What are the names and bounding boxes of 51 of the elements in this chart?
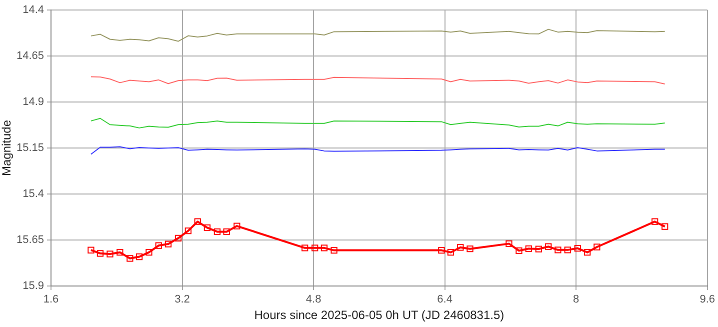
point <box>506 240 512 248</box>
point <box>652 218 658 225</box>
point <box>525 245 532 252</box>
point <box>545 243 552 250</box>
x-tick-label: 6.4 <box>437 294 452 306</box>
point <box>174 234 182 242</box>
y-tick-label: 14.4 <box>22 4 44 16</box>
point <box>320 244 328 252</box>
point <box>194 218 201 225</box>
point <box>184 227 192 234</box>
point <box>330 246 338 254</box>
y-tick-label: 15.4 <box>22 188 44 200</box>
point <box>126 255 134 262</box>
point <box>564 246 571 254</box>
point <box>88 246 94 254</box>
x-tick-label: 9.6 <box>700 294 716 306</box>
point <box>554 246 562 254</box>
y-tick-label: 15.15 <box>16 142 44 154</box>
point <box>312 244 318 252</box>
y-tick-label: 14.65 <box>16 50 44 62</box>
x-tick-label: 8 <box>573 294 580 306</box>
point <box>535 246 542 252</box>
x-tick-label: 4.8 <box>306 294 322 306</box>
y-tick-label: 14.9 <box>22 96 44 108</box>
x-axis-title: Hours since 2025-06-05 0h UT (JD 2460831.5) <box>254 308 504 322</box>
point <box>584 249 591 256</box>
point <box>136 253 143 260</box>
point <box>662 223 668 230</box>
point <box>457 244 464 251</box>
point <box>146 249 152 256</box>
y-axis-title: Magnitude <box>0 120 14 176</box>
point <box>438 246 445 254</box>
point <box>447 249 454 256</box>
point <box>466 246 474 252</box>
point <box>214 228 221 236</box>
point <box>164 240 172 248</box>
point <box>234 222 240 230</box>
point <box>594 244 600 250</box>
point <box>204 224 211 231</box>
point <box>302 244 308 252</box>
y-tick-label: 15.65 <box>16 234 44 246</box>
point <box>116 249 124 256</box>
x-tick-label: 1.6 <box>43 294 59 306</box>
point <box>574 244 581 252</box>
point <box>516 247 522 254</box>
x-tick-label: 3.2 <box>174 294 190 306</box>
point <box>106 250 114 258</box>
point <box>155 242 162 249</box>
y-tick-label: 15.9 <box>22 280 44 292</box>
point <box>96 250 104 257</box>
point <box>223 228 230 236</box>
